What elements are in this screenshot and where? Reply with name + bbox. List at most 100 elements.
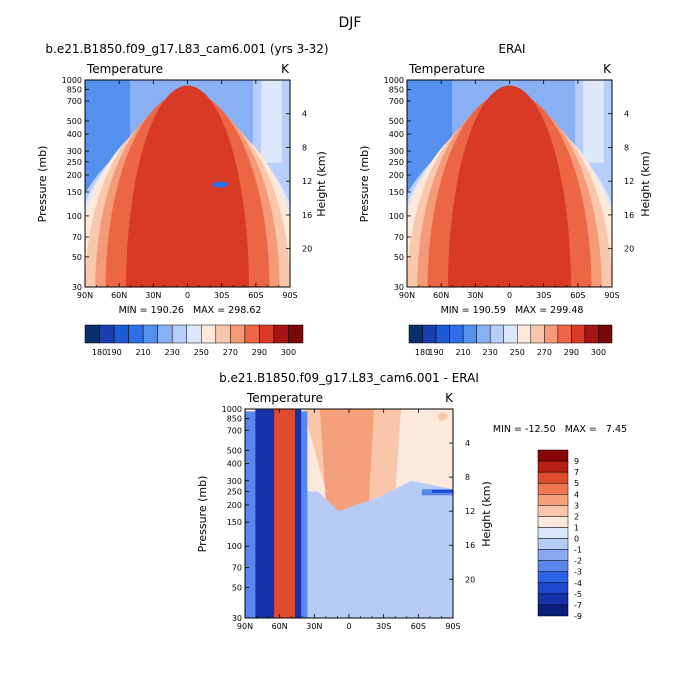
y2-tick-label: 12	[624, 177, 634, 186]
colorbar-box	[537, 604, 569, 617]
colorbar-box	[476, 324, 491, 344]
panel-c-title: b.e21.B1850.f09_g17.L83_cam6.001 - ERAI	[219, 371, 479, 385]
colorbar-box	[537, 460, 569, 473]
panel-b-variable: Temperature	[408, 62, 485, 76]
colorbar-label: 0	[574, 535, 579, 544]
x-tick-label: 90N	[399, 291, 415, 300]
colorbar-box	[435, 324, 450, 344]
y-tick-label: 400	[227, 460, 242, 469]
colorbar-box	[537, 482, 569, 495]
colorbar-box	[408, 324, 423, 344]
y-tick-label: 50	[394, 253, 404, 262]
colorbar-box	[537, 494, 569, 506]
y-tick-label: 30	[72, 283, 82, 292]
colorbar-label: 230	[165, 348, 180, 357]
x-tick-label: 60S	[248, 291, 263, 300]
colorbar-label: 7	[574, 468, 579, 477]
colorbar-label: 180	[415, 348, 430, 357]
y-tick-label: 200	[67, 171, 82, 180]
y-tick-label: 100	[227, 542, 242, 551]
colorbar-label: -9	[574, 612, 582, 621]
x-tick-label: 30S	[536, 291, 551, 300]
colorbar-label: 190	[106, 348, 121, 357]
y2-tick-label: 20	[624, 245, 634, 254]
colorbar-box	[489, 324, 504, 344]
figure-title: DJF	[339, 15, 362, 31]
colorbar-box	[537, 516, 569, 528]
y-tick-label: 400	[67, 130, 82, 139]
colorbar-label: -2	[574, 557, 582, 566]
colorbar-box	[128, 324, 144, 344]
y-tick-label: 200	[389, 171, 404, 180]
colorbar-box	[113, 324, 129, 344]
panel-a-ylabel: Pressure (mb)	[36, 146, 49, 223]
panel-a-title: b.e21.B1850.f09_g17.L83_cam6.001 (yrs 3-…	[45, 42, 328, 56]
y-tick-label: 150	[67, 188, 82, 197]
x-tick-label: 60S	[570, 291, 585, 300]
colorbar-label: 210	[135, 348, 150, 357]
colorbar-label: 1	[574, 523, 579, 532]
x-tick-label: 90N	[237, 622, 253, 631]
colorbar-label: -3	[574, 568, 582, 577]
y-tick-label: 150	[227, 518, 242, 527]
colorbar-box	[142, 324, 158, 344]
colorbar-label: 2	[574, 512, 579, 521]
panel-b-units: K	[603, 62, 612, 76]
y-tick-label: 700	[227, 426, 242, 435]
y2-tick-label: 4	[302, 110, 307, 119]
y-tick-label: 300	[67, 147, 82, 156]
colorbar-box	[537, 560, 569, 572]
field-band	[437, 412, 448, 421]
y-tick-label: 200	[227, 501, 242, 510]
panel-a-axes: 90N 60N 30N 0 30S 60S 90S 30 50 70 100 150 200 250 300…	[62, 76, 313, 300]
x-tick-label: 60N	[272, 622, 288, 631]
colorbar-box	[288, 324, 304, 344]
colorbar-box	[462, 324, 477, 344]
colorbar-box	[537, 505, 569, 517]
x-tick-label: 0	[507, 291, 512, 300]
panel-c-variable: Temperature	[246, 391, 323, 405]
colorbar-box	[544, 324, 559, 344]
y-tick-label: 850	[67, 86, 82, 95]
panel-a-colorbar: 180 190 210 230 250 270 290 300	[84, 324, 304, 357]
colorbar-label: -4	[574, 579, 582, 588]
y-tick-label: 250	[227, 488, 242, 497]
colorbar-label: 230	[483, 348, 498, 357]
y-tick-label: 30	[394, 283, 404, 292]
y2-tick-label: 4	[624, 110, 629, 119]
y-tick-label: 500	[227, 446, 242, 455]
y-tick-label: 300	[227, 477, 242, 486]
colorbar-box	[584, 324, 599, 344]
y2-tick-label: 12	[302, 177, 312, 186]
y-tick-label: 50	[72, 253, 82, 262]
y-tick-label: 300	[389, 147, 404, 156]
colorbar-label: 290	[252, 348, 267, 357]
colorbar-box	[537, 582, 569, 595]
colorbar-box	[517, 324, 532, 344]
colorbar-box	[537, 571, 569, 584]
y2-tick-label: 16	[302, 211, 312, 220]
colorbar-box	[537, 527, 569, 539]
y-tick-label: 1000	[62, 76, 82, 85]
x-tick-label: 30S	[214, 291, 229, 300]
y2-tick-label: 8	[465, 473, 470, 482]
y-tick-label: 700	[67, 97, 82, 106]
colorbar-label: 5	[574, 479, 579, 488]
x-tick-label: 90N	[77, 291, 93, 300]
colorbar-label: 300	[591, 348, 606, 357]
colorbar-box	[449, 324, 464, 344]
y-tick-label: 50	[232, 584, 242, 593]
colorbar-label: 210	[455, 348, 470, 357]
y-tick-label: 30	[232, 614, 242, 623]
panel-c-difference-field	[245, 409, 453, 618]
colorbar-label: 270	[537, 348, 552, 357]
field-band	[212, 181, 229, 188]
colorbar-label: -1	[574, 546, 582, 555]
panel-b-title: ERAI	[498, 42, 525, 56]
colorbar-label: 180	[92, 348, 107, 357]
panel-a-units: K	[281, 62, 290, 76]
y-tick-label: 250	[389, 158, 404, 167]
field-band	[583, 80, 604, 163]
x-tick-label: 60N	[111, 291, 127, 300]
panel-b-ylabel: Pressure (mb)	[358, 146, 371, 223]
